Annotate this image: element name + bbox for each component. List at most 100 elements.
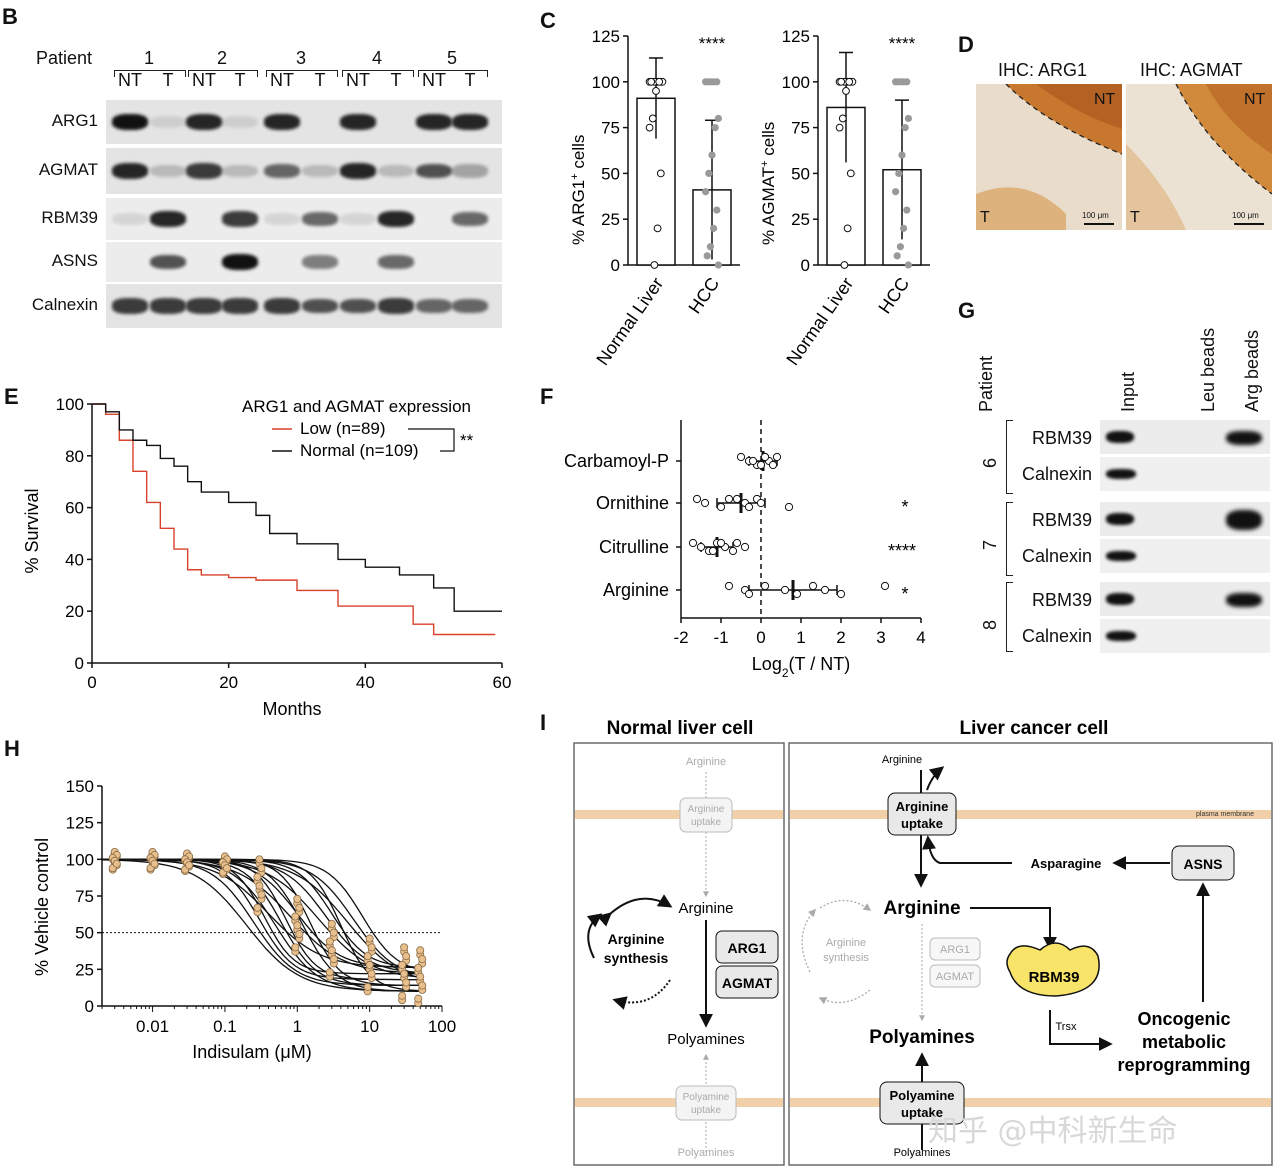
blot-band <box>1106 469 1136 479</box>
survival-chart: 0 20 40 60 80 100 0 20 40 60 Months % Survival ARG1 … <box>22 395 511 719</box>
blot-band <box>186 114 222 130</box>
cancer-agmat: AGMAT <box>936 971 975 983</box>
data-point <box>708 151 716 159</box>
data-point <box>327 919 336 928</box>
category-label: HCC <box>875 274 914 317</box>
lane-label: NT <box>422 70 446 90</box>
blot-band <box>264 298 300 314</box>
patient-number: 2 <box>216 48 227 68</box>
y-tick-label: 125 <box>592 27 620 46</box>
cancer-synthesis-1: Arginine <box>826 937 866 949</box>
metabolite-chart: -2 -1 0 1 2 3 4 Log2(T / NT) Carbamoyl-P Ornithin… <box>564 420 926 680</box>
y-tick-label: 0 <box>85 997 94 1016</box>
data-point <box>291 943 300 952</box>
y-axis-label: % AGMAT+ cells <box>759 122 778 245</box>
y-tick-label: 50 <box>75 924 94 943</box>
data-point <box>702 188 710 196</box>
ihc-t-label: T <box>1130 209 1140 226</box>
data-point <box>714 261 722 269</box>
blot-row-label: ASNS <box>51 251 98 270</box>
data-point <box>768 460 778 470</box>
blot-band <box>340 163 376 179</box>
data-point <box>255 881 264 890</box>
x-tick-label: 40 <box>356 673 375 692</box>
column-label: Leu beads <box>1198 327 1218 412</box>
blot-band <box>416 298 452 314</box>
panel-label-c: C <box>540 8 556 33</box>
blot-row-label: RBM39 <box>41 208 98 227</box>
blot-band <box>222 115 258 129</box>
data-point <box>648 114 657 123</box>
x-tick-label: 0.01 <box>136 1017 169 1036</box>
data-point <box>880 581 890 591</box>
data-point <box>418 955 427 964</box>
cancer-cell-title: Liver cancer cell <box>960 718 1109 739</box>
blot-band <box>302 255 338 269</box>
lane-label: T <box>390 70 402 90</box>
blot-band <box>378 164 414 178</box>
data-point <box>744 502 754 512</box>
y-tick-label: 100 <box>56 395 84 414</box>
data-point <box>713 206 721 214</box>
data-point <box>363 982 372 991</box>
plasma-membrane-label: plasma membrane <box>1196 811 1254 818</box>
data-point <box>645 123 654 132</box>
y-tick-label: 60 <box>65 499 84 518</box>
blot-band <box>150 298 186 314</box>
blot-band <box>150 211 186 227</box>
data-point <box>291 912 300 921</box>
normal-agmat: AGMAT <box>722 975 773 991</box>
lane-label: NT <box>192 70 216 90</box>
patient-bracket <box>188 70 258 77</box>
blot-band <box>452 114 488 130</box>
normal-uptake-1: Arginine <box>688 804 725 815</box>
blot-band <box>186 298 222 314</box>
ihc-scale-bar: 100 μm <box>1232 211 1259 220</box>
blot-band <box>340 114 376 130</box>
cancer-poly-bottom: Polyamines <box>894 1147 951 1159</box>
blot-band <box>1226 593 1262 607</box>
blot-band <box>340 298 376 314</box>
patient-number: 3 <box>295 48 306 68</box>
blot-band <box>452 298 488 314</box>
patient-number: 5 <box>446 48 457 68</box>
cancer-poly-uptake-1: Polyamine <box>889 1088 954 1103</box>
data-point <box>760 581 770 591</box>
bar-chart-agmat: 0 25 50 75 100 125 % AGMAT+ cells Normal Liver H… <box>759 27 930 369</box>
normal-polyamines: Polyamines <box>667 1031 745 1048</box>
blot-band <box>302 298 338 314</box>
significance-label: * <box>901 497 908 517</box>
y-tick-label: 50 <box>791 164 810 183</box>
data-point <box>780 585 790 595</box>
patient-label-b: Patient <box>36 48 93 68</box>
blot-band <box>1106 593 1134 605</box>
blot-band <box>302 164 338 178</box>
patient-number: 8 <box>980 619 1000 630</box>
blot-band <box>1226 510 1262 530</box>
data-point <box>365 934 374 943</box>
blot-row-label: ARG1 <box>51 111 98 130</box>
data-point <box>708 546 718 556</box>
data-point <box>655 77 664 86</box>
y-tick-label: 100 <box>782 73 810 92</box>
data-point <box>808 581 818 591</box>
data-point <box>416 972 425 981</box>
x-tick-label: -1 <box>713 628 728 647</box>
data-point <box>837 77 846 86</box>
normal-uptake-2: uptake <box>691 817 721 828</box>
patient-bracket <box>1006 582 1013 652</box>
legend-title: ARG1 and AGMAT expression <box>242 397 471 416</box>
blot-band <box>416 163 452 179</box>
patient-bracket <box>418 70 488 77</box>
blot-row-label: Calnexin <box>1021 626 1092 646</box>
significance-label: * <box>901 584 908 604</box>
y-tick-label: 25 <box>601 210 620 229</box>
data-point <box>710 224 718 232</box>
panel-label-h: H <box>4 736 20 761</box>
significance-label: ** <box>460 431 474 450</box>
x-tick-label: 100 <box>428 1017 456 1036</box>
blot-band <box>112 114 148 130</box>
blot-row-label: Calnexin <box>1021 546 1092 566</box>
blot-row-label: RBM39 <box>1031 590 1092 610</box>
normal-poly-bottom: Polyamines <box>678 1147 735 1159</box>
